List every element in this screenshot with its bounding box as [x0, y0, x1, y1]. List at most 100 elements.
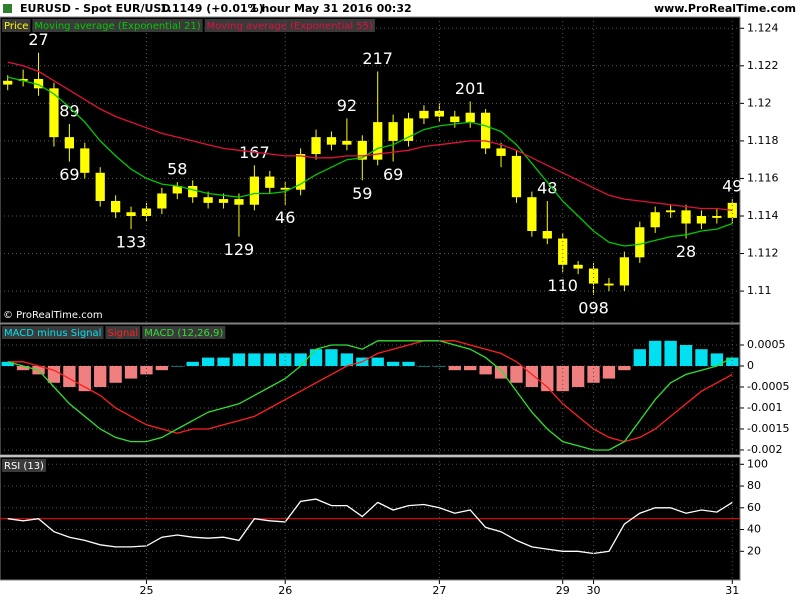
histogram-bar — [63, 365, 76, 387]
histogram-bar — [124, 365, 138, 379]
panel-background — [0, 16, 741, 324]
histogram-bar — [433, 365, 446, 367]
histogram-bar — [232, 353, 246, 366]
histogram-bar — [525, 365, 539, 387]
candle-body — [542, 231, 552, 239]
indicator-line — [7, 498, 733, 555]
candle-body — [481, 112, 491, 149]
y-tick-label: 0 — [747, 359, 754, 372]
candle-body — [558, 238, 568, 265]
candle-body — [511, 155, 522, 198]
indicator-line — [7, 340, 733, 443]
candle-body — [604, 283, 614, 286]
indicator-line — [7, 340, 733, 451]
header-icon — [3, 4, 12, 13]
legend-background — [2, 326, 104, 339]
indicator-line — [7, 61, 733, 212]
candle-body — [450, 116, 460, 123]
low-label: 69 — [383, 165, 403, 184]
histogram-bar — [448, 365, 461, 371]
candle-body — [18, 78, 28, 81]
candle-body — [203, 197, 213, 203]
legend-entry: RSI (13) — [4, 461, 44, 472]
candle-body — [265, 176, 275, 188]
candle-body — [527, 197, 537, 232]
legend-background — [105, 326, 141, 339]
x-tick-label: 27 — [432, 584, 446, 597]
y-tick-label: -0.002 — [747, 443, 782, 456]
histogram-bar — [371, 357, 384, 366]
histogram-bar — [464, 365, 477, 371]
candle-body — [80, 148, 90, 173]
legend-background — [32, 19, 203, 32]
histogram-bar — [679, 344, 693, 366]
candle-body — [573, 264, 583, 269]
high-label: 58 — [167, 160, 187, 179]
legend-background — [2, 19, 31, 32]
histogram-bar — [309, 349, 323, 366]
histogram-bar — [171, 365, 184, 367]
high-label: 92 — [337, 96, 357, 115]
y-tick-label: 1.11 — [747, 284, 772, 297]
x-tick-label: 26 — [278, 584, 292, 597]
candle-body — [141, 208, 152, 216]
y-tick-label: 60 — [747, 501, 761, 514]
histogram-bar — [47, 365, 61, 383]
website: www.ProRealTime.com — [654, 2, 796, 15]
histogram-bar — [571, 365, 585, 387]
histogram-bar — [556, 365, 569, 392]
histogram-bar — [510, 365, 523, 383]
candle-body — [95, 172, 105, 201]
y-tick-label: 1.12 — [747, 96, 772, 109]
histogram-bar — [1, 361, 14, 366]
candle-body — [172, 185, 182, 194]
candle-body — [712, 215, 722, 218]
candle-body — [188, 185, 198, 198]
histogram-bar — [109, 365, 122, 383]
interval: 1 hour — [250, 2, 291, 15]
y-tick-label: 0.0005 — [747, 338, 786, 351]
legend-background — [204, 19, 375, 32]
histogram-bar — [201, 357, 215, 366]
panel-background — [0, 323, 741, 456]
y-tick-label: -0.0005 — [747, 380, 789, 393]
candle-body — [496, 148, 506, 156]
histogram-bar — [386, 361, 400, 366]
high-label: 217 — [362, 49, 393, 68]
low-label: 28 — [676, 242, 696, 261]
watermark: © ProRealTime.com — [3, 310, 103, 321]
y-tick-label: 1.114 — [747, 209, 779, 222]
y-tick-label: -0.001 — [747, 401, 782, 414]
y-tick-label: 1.116 — [747, 171, 779, 184]
x-tick-label: 30 — [587, 584, 601, 597]
histogram-bar — [649, 340, 662, 366]
candle-body — [403, 118, 414, 141]
candle-body — [249, 176, 259, 205]
candle-body — [111, 200, 121, 213]
candle-body — [311, 137, 321, 155]
candle-body — [419, 110, 429, 119]
x-tick-label: 29 — [556, 584, 570, 597]
high-label: 89 — [59, 102, 79, 121]
histogram-bar — [587, 365, 600, 383]
candle-body — [666, 210, 676, 213]
candle-body — [64, 137, 74, 149]
timestamp: May 31 2016 00:32 — [294, 2, 412, 15]
candle-body — [234, 199, 244, 205]
histogram-bar — [279, 353, 292, 366]
y-tick-label: 40 — [747, 523, 761, 536]
histogram-bar — [16, 365, 30, 371]
histogram-bar — [155, 365, 169, 371]
candle-body — [326, 137, 337, 145]
histogram-bar — [479, 365, 492, 375]
low-label: 133 — [116, 233, 147, 252]
x-tick-label: 31 — [725, 584, 739, 597]
candle-body — [465, 112, 475, 123]
candle-body — [373, 122, 383, 160]
y-tick-label: 1.122 — [747, 59, 779, 72]
candle-body — [33, 78, 44, 89]
low-label: 098 — [578, 298, 609, 317]
legend-entry: Moving average (Exponential 55) — [207, 21, 373, 32]
histogram-bar — [602, 365, 616, 379]
